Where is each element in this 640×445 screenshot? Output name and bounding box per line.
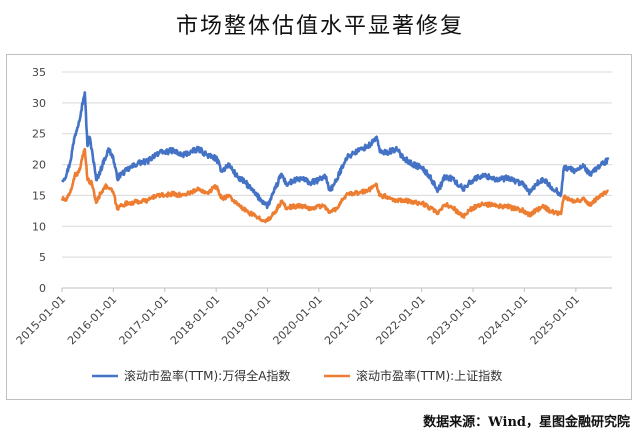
y-tick-label: 30 <box>32 97 46 110</box>
x-tick-label: 2021-01-01 <box>322 293 376 347</box>
y-tick-label: 20 <box>32 159 46 172</box>
source-note: 数据来源：Wind，星图金融研究院 <box>423 415 630 430</box>
y-tick-label: 5 <box>39 251 46 264</box>
x-axis-ticks: 2015-01-012016-01-012017-01-012018-01-01… <box>14 288 582 347</box>
chart-title: 市场整体估值水平显著修复 <box>175 14 464 39</box>
grid-lines <box>62 71 612 289</box>
x-tick-label: 2025-01-01 <box>528 293 582 347</box>
legend: 滚动市盈率(TTM):万得全A指数 滚动市盈率(TTM):上证指数 <box>92 368 502 383</box>
x-tick-label: 2019-01-01 <box>219 293 273 347</box>
y-tick-label: 0 <box>39 282 46 295</box>
x-tick-label: 2018-01-01 <box>168 293 222 347</box>
y-tick-label: 25 <box>32 128 46 141</box>
legend-label-2: 滚动市盈率(TTM):上证指数 <box>356 368 502 383</box>
y-axis-ticks: 0 5 10 15 20 25 30 35 <box>32 66 46 295</box>
y-tick-label: 10 <box>32 220 46 233</box>
series-lines <box>60 91 610 224</box>
x-tick-label: 2016-01-01 <box>65 293 119 347</box>
x-tick-label: 2015-01-01 <box>14 293 68 347</box>
chart-frame <box>6 54 632 400</box>
y-tick-label: 15 <box>32 189 46 202</box>
series-line-1 <box>61 91 610 210</box>
x-tick-label: 2022-01-01 <box>373 293 427 347</box>
x-tick-label: 2023-01-01 <box>425 293 479 347</box>
x-tick-label: 2020-01-01 <box>271 293 325 347</box>
legend-label-1: 滚动市盈率(TTM):万得全A指数 <box>124 368 290 383</box>
x-tick-label: 2024-01-01 <box>476 293 530 347</box>
y-tick-label: 35 <box>32 66 46 79</box>
series-line-2 <box>60 147 610 224</box>
x-tick-label: 2017-01-01 <box>117 293 171 347</box>
